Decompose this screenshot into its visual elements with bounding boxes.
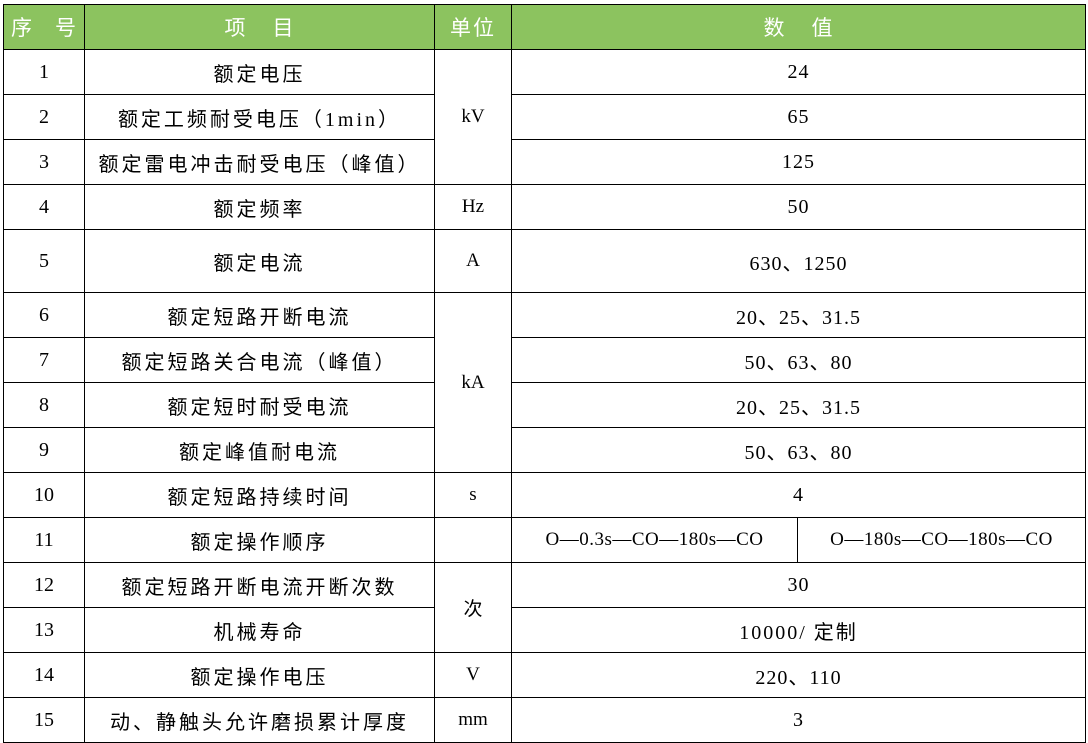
cell-value: 50、63、80 — [511, 427, 1086, 473]
cell-unit: A — [434, 229, 512, 293]
cell-value: 3 — [511, 697, 1086, 743]
table-body: 1 额定电压 kV 24 2 额定工频耐受电压（1min） 65 3 额定雷电冲击耐受电压（峰值… — [3, 49, 1086, 743]
table-row: 14 额定操作电压 V 220、110 — [3, 652, 1086, 698]
cell-item: 额定工频耐受电压（1min） — [84, 94, 435, 140]
cell-value: 4 — [511, 472, 1086, 518]
cell-value: 65 — [511, 94, 1086, 140]
cell-sequence: 4 — [3, 184, 85, 230]
cell-item: 额定电压 — [84, 49, 435, 95]
cell-sequence: 15 — [3, 697, 85, 743]
cell-item: 额定短路开断电流开断次数 — [84, 562, 435, 608]
cell-item: 额定短路持续时间 — [84, 472, 435, 518]
cell-sequence: 3 — [3, 139, 85, 185]
cell-item: 额定短路开断电流 — [84, 292, 435, 338]
cell-value: 220、110 — [511, 652, 1086, 698]
cell-sequence: 1 — [3, 49, 85, 95]
cell-sequence: 14 — [3, 652, 85, 698]
cell-item: 额定电流 — [84, 229, 435, 293]
table-row: 7 额定短路关合电流（峰值） 50、63、80 — [3, 337, 1086, 383]
table-row: 8 额定短时耐受电流 20、25、31.5 — [3, 382, 1086, 428]
cell-value: 10000/ 定制 — [511, 607, 1086, 653]
cell-value-part: O—0.3s—CO—180s—CO — [511, 517, 798, 563]
table-row: 12 额定短路开断电流开断次数次 30 — [3, 562, 1086, 653]
cell-unit: 次 — [434, 562, 512, 653]
table-row: 4 额定频率 Hz 50 — [3, 184, 1086, 230]
cell-item: 额定频率 — [84, 184, 435, 230]
column-header-item-char-2: 目 — [272, 16, 295, 40]
column-header-unit: 单位 — [434, 4, 512, 50]
table-row: 6 额定短路开断电流 kA 20、25、31.5 — [3, 292, 1086, 473]
cell-sequence: 10 — [3, 472, 85, 518]
column-header-value: 数值 — [511, 4, 1086, 50]
header-row: 序 号 项目 单位 数值 — [3, 4, 1086, 50]
cell-sequence: 5 — [3, 229, 85, 293]
cell-value: 50、63、80 — [511, 337, 1086, 383]
cell-unit: mm — [434, 697, 512, 743]
cell-item: 额定短路关合电流（峰值） — [84, 337, 435, 383]
cell-item: 额定短时耐受电流 — [84, 382, 435, 428]
cell-item: 动、静触头允许磨损累计厚度 — [84, 697, 435, 743]
table-row: 15 动、静触头允许磨损累计厚度 mm 3 — [3, 697, 1086, 743]
cell-value: 30 — [511, 562, 1086, 608]
cell-value: 20、25、31.5 — [511, 292, 1086, 338]
cell-sequence: 9 — [3, 427, 85, 473]
table-row: 9 额定峰值耐电流 50、63、80 — [3, 427, 1086, 473]
cell-unit: kV — [434, 49, 512, 185]
table-row: 11 额定操作顺序 O—0.3s—CO—180s—CO O—180s—CO—180s—… — [3, 517, 1086, 563]
cell-unit: s — [434, 472, 512, 518]
specification-table: 序 号 项目 单位 数值 1 额定电压 kV 24 2 额定工频耐受电压（1min） 65 3… — [3, 4, 1086, 743]
cell-value: 20、25、31.5 — [511, 382, 1086, 428]
cell-unit: Hz — [434, 184, 512, 230]
cell-sequence: 12 — [3, 562, 85, 608]
column-header-item: 项目 — [84, 4, 435, 50]
table-row: 2 额定工频耐受电压（1min） 65 — [3, 94, 1086, 140]
cell-sequence: 6 — [3, 292, 85, 338]
cell-sequence: 7 — [3, 337, 85, 383]
cell-unit — [434, 517, 512, 563]
cell-sequence: 8 — [3, 382, 85, 428]
table-row: 1 额定电压 kV 24 — [3, 49, 1086, 185]
table-row: 3 额定雷电冲击耐受电压（峰值） 125 — [3, 139, 1086, 185]
column-header-value-char-1: 数 — [763, 16, 786, 40]
table-row: 13 机械寿命 10000/ 定制 — [3, 607, 1086, 653]
table-header: 序 号 项目 单位 数值 — [3, 4, 1086, 50]
cell-item: 额定峰值耐电流 — [84, 427, 435, 473]
cell-value: 630、1250 — [511, 229, 1086, 293]
cell-sequence: 13 — [3, 607, 85, 653]
column-header-item-char-1: 项 — [224, 16, 247, 40]
cell-sequence: 11 — [3, 517, 85, 563]
cell-value: 24 — [511, 49, 1086, 95]
cell-sequence: 2 — [3, 94, 85, 140]
cell-value: 50 — [511, 184, 1086, 230]
cell-item: 额定雷电冲击耐受电压（峰值） — [84, 139, 435, 185]
cell-item: 额定操作顺序 — [84, 517, 435, 563]
cell-item: 额定操作电压 — [84, 652, 435, 698]
cell-value: 125 — [511, 139, 1086, 185]
table-row: 10 额定短路持续时间 s 4 — [3, 472, 1086, 518]
column-header-sequence: 序 号 — [3, 4, 85, 50]
cell-item: 机械寿命 — [84, 607, 435, 653]
cell-unit: kA — [434, 292, 512, 473]
cell-unit: V — [434, 652, 512, 698]
table-row: 5 额定电流 A 630、1250 — [3, 229, 1086, 293]
column-header-value-char-2: 值 — [811, 16, 834, 40]
cell-value-part: O—180s—CO—180s—CO — [797, 517, 1086, 563]
